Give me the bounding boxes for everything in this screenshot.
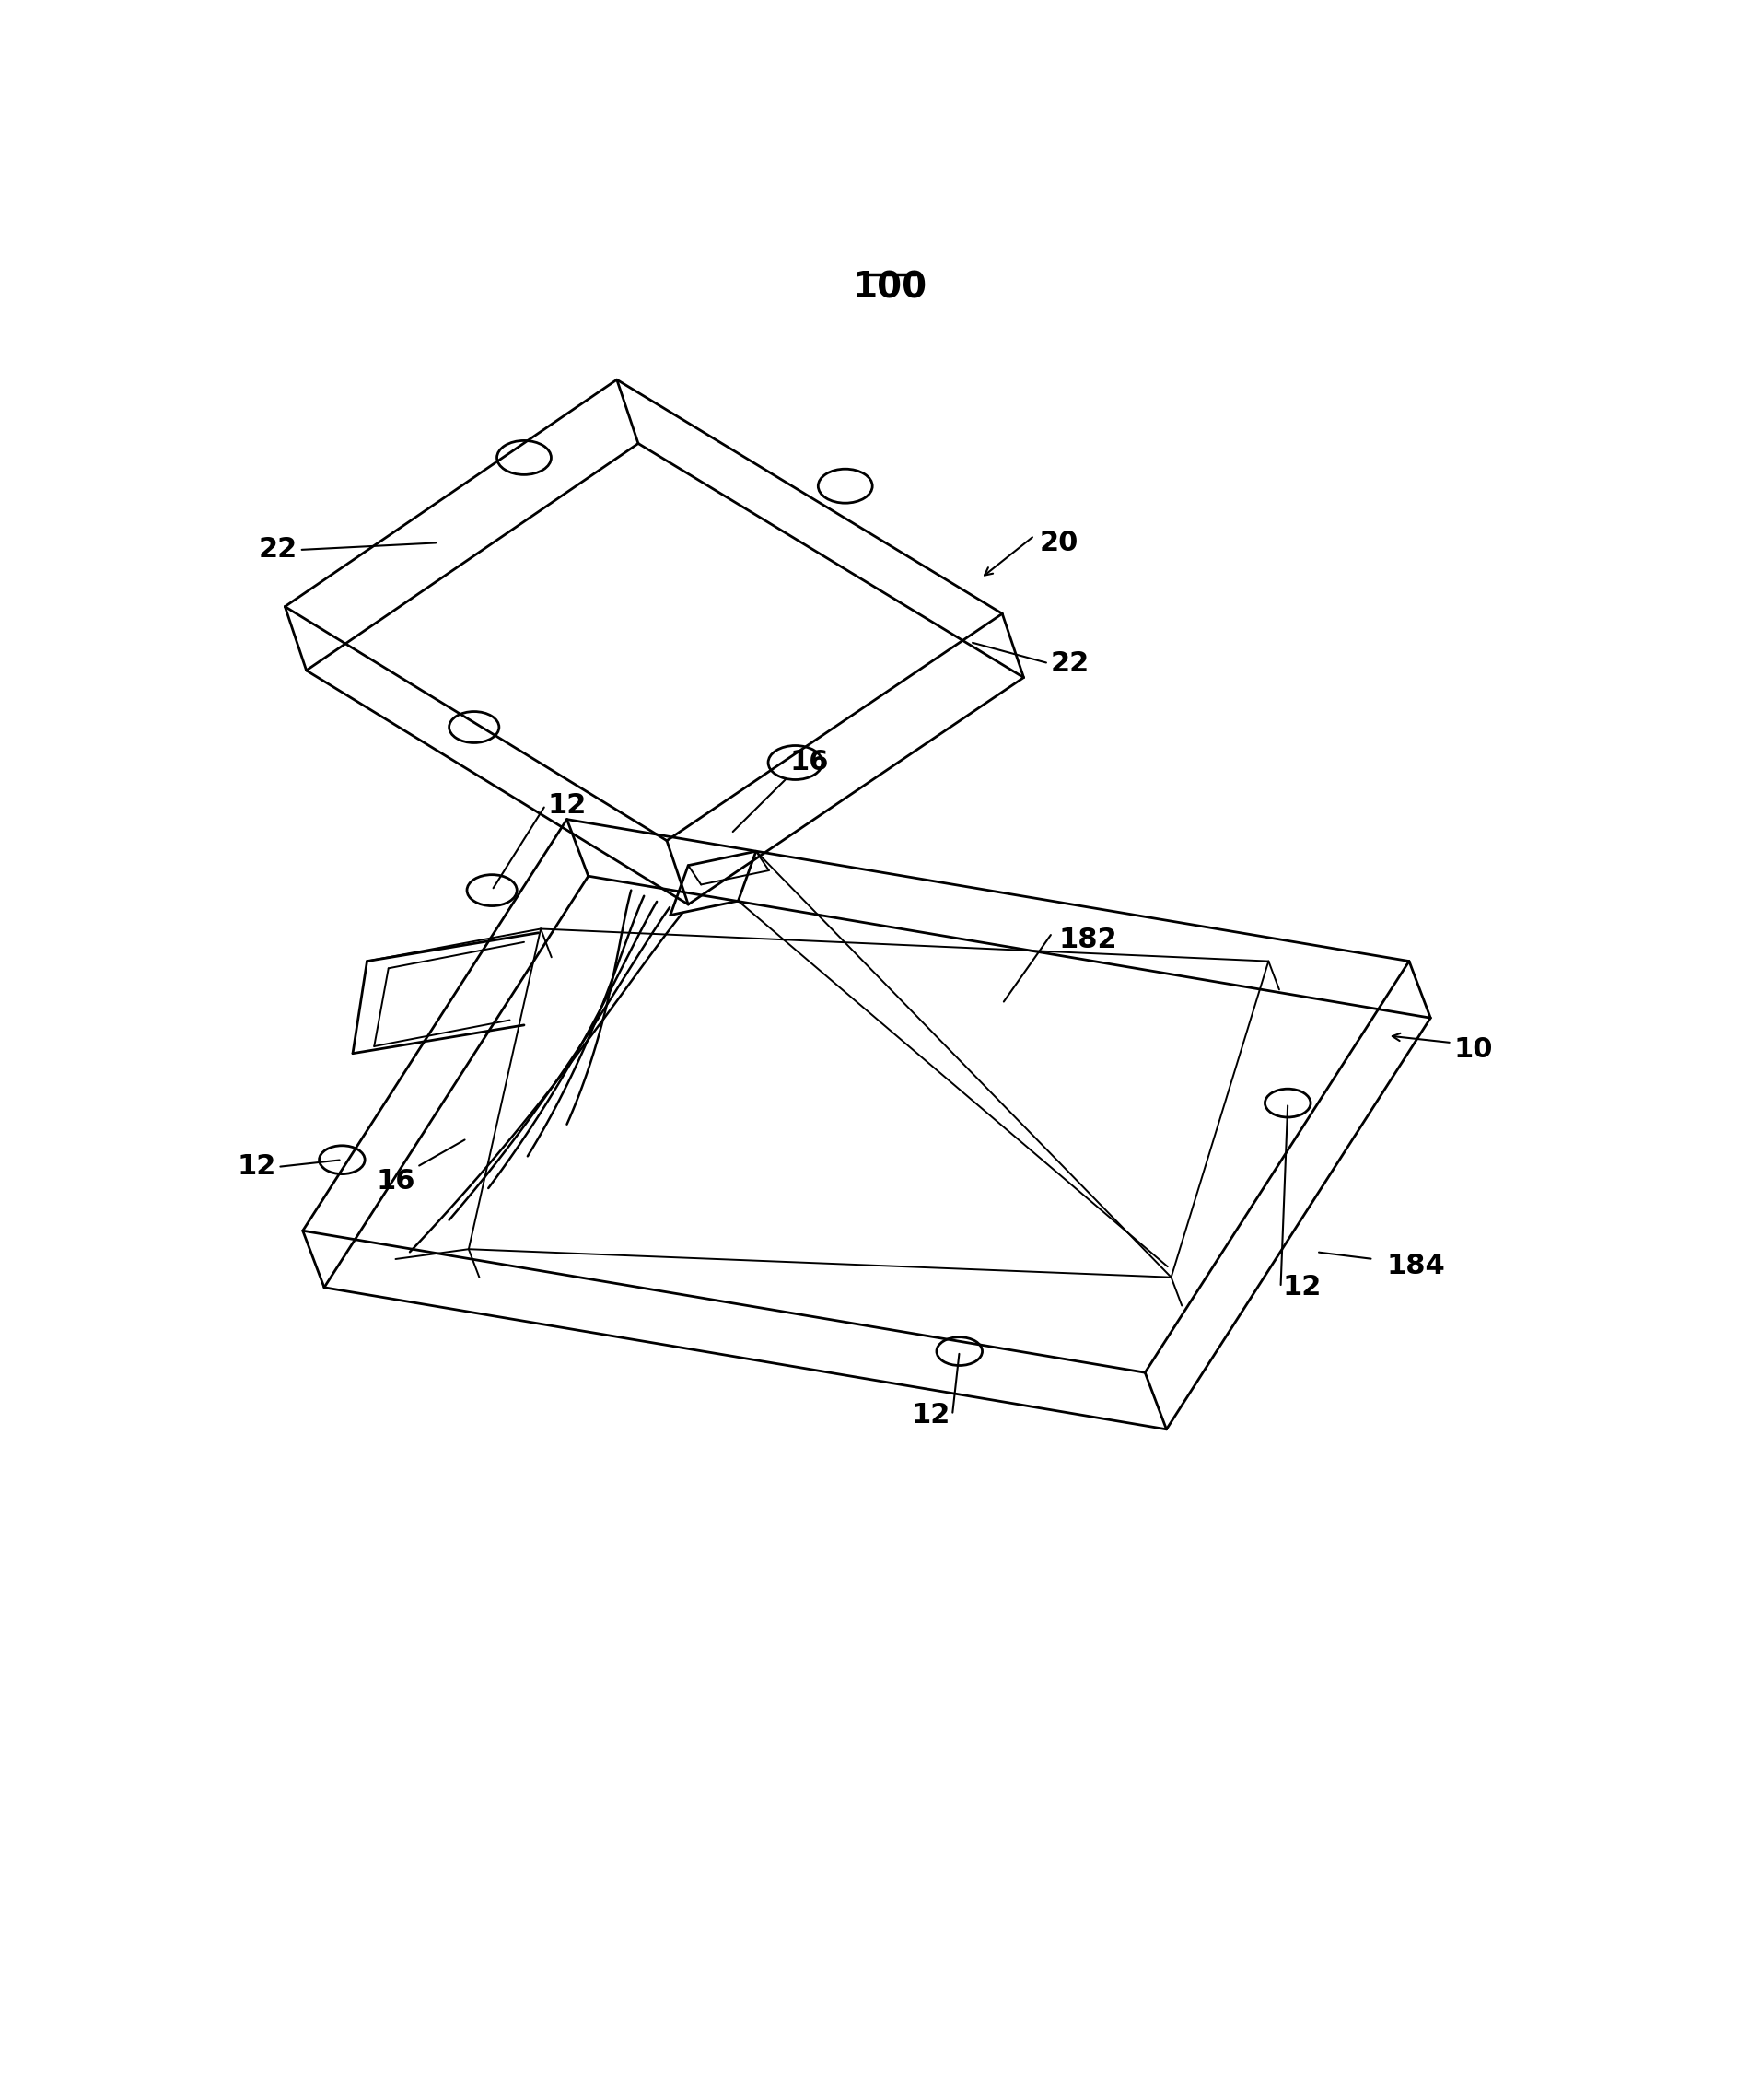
Text: 184: 184 <box>1386 1254 1445 1279</box>
Text: 22: 22 <box>259 536 297 563</box>
Text: 10: 10 <box>1454 1037 1492 1063</box>
Text: 12: 12 <box>912 1403 950 1428</box>
Text: 12: 12 <box>547 792 587 819</box>
Text: 100: 100 <box>853 271 928 304</box>
Text: 16: 16 <box>790 750 829 777</box>
Text: 20: 20 <box>1040 529 1079 556</box>
Text: 22: 22 <box>1051 651 1089 676</box>
Text: 12: 12 <box>236 1153 276 1180</box>
Text: 16: 16 <box>375 1168 415 1195</box>
Text: 182: 182 <box>1058 926 1117 953</box>
Text: 12: 12 <box>1282 1275 1322 1300</box>
